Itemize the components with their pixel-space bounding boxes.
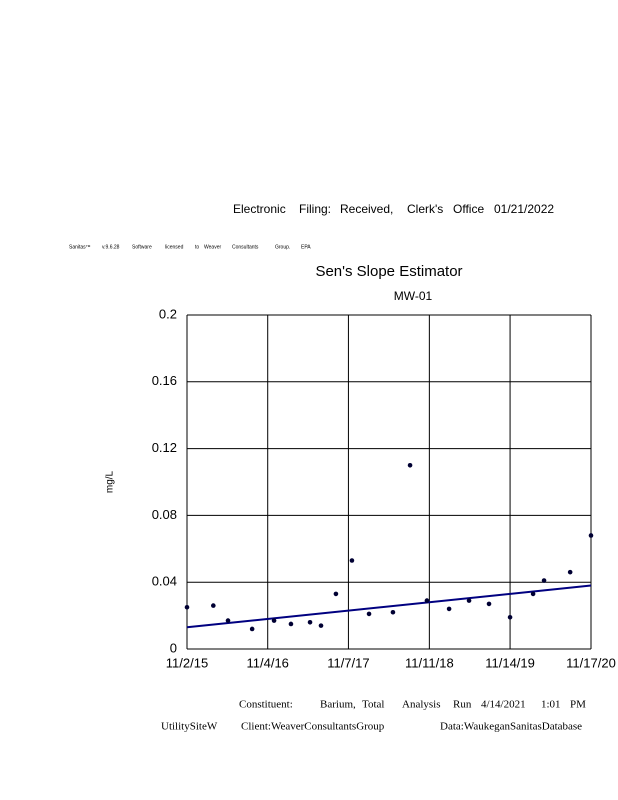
chart-title: Sen's Slope Estimator xyxy=(315,263,462,280)
software-note: Software xyxy=(132,244,152,250)
filing-stamp: Office xyxy=(453,202,484,216)
data-point xyxy=(390,609,396,615)
software-note: EPA xyxy=(301,244,311,250)
data-point xyxy=(225,618,231,623)
footer-text: Client:WeaverConsultantsGroup xyxy=(241,721,385,733)
data-point xyxy=(318,623,324,628)
y-tick-label: 0.2 xyxy=(159,306,177,321)
x-tick-label: 11/11/18 xyxy=(405,655,454,670)
software-note: Group. xyxy=(275,244,290,250)
software-note: v.9.6.28 xyxy=(102,244,120,250)
data-point xyxy=(541,578,547,583)
data-point xyxy=(466,598,472,603)
chart-subtitle: MW-01 xyxy=(394,289,433,303)
data-point xyxy=(184,604,190,610)
data-point xyxy=(486,601,492,607)
data-point xyxy=(249,626,255,632)
y-tick-label: 0.04 xyxy=(152,574,177,589)
data-point xyxy=(349,558,355,563)
software-note: to xyxy=(195,244,199,250)
x-tick-label: 11/14/19 xyxy=(485,655,535,670)
data-point xyxy=(530,591,536,597)
filing-stamp: Electronic xyxy=(233,202,286,216)
y-tick-label: 0.12 xyxy=(152,440,177,455)
footer-text: Total xyxy=(362,699,384,711)
filing-stamp: Clerk's xyxy=(407,202,443,216)
data-point xyxy=(366,611,372,617)
x-tick-label: 11/2/15 xyxy=(166,655,208,670)
y-axis-label: mg/L xyxy=(105,470,116,493)
data-point xyxy=(288,621,294,627)
data-point xyxy=(271,618,277,623)
filing-stamp: Filing: xyxy=(299,202,331,216)
footer-text: Analysis xyxy=(402,699,441,711)
data-point xyxy=(588,533,594,538)
data-point xyxy=(507,614,513,620)
trend-line xyxy=(186,584,592,629)
y-tick-label: 0.08 xyxy=(152,507,177,522)
data-point xyxy=(567,569,573,575)
software-note: licensed xyxy=(165,244,184,250)
software-note: Consultants xyxy=(232,244,259,250)
footer-text: Data:WaukeganSanitasDatabase xyxy=(440,721,582,733)
footer-text: Run xyxy=(453,699,472,711)
footer-text: UtilitySiteW xyxy=(161,721,218,733)
data-point xyxy=(333,591,339,597)
data-point xyxy=(307,619,313,625)
footer-text: PM xyxy=(570,699,586,711)
filing-stamp: 01/21/2022 xyxy=(494,202,554,216)
footer-text: Barium, xyxy=(320,699,356,711)
filing-stamp: Received, xyxy=(340,202,393,216)
data-point xyxy=(211,603,216,608)
data-point xyxy=(446,606,452,612)
footer-text: Constituent: xyxy=(239,699,293,711)
x-tick-label: 11/4/16 xyxy=(247,655,289,670)
x-tick-label: 11/7/17 xyxy=(327,655,369,670)
y-tick-label: 0.16 xyxy=(152,373,177,388)
y-tick-label: 0 xyxy=(170,640,177,655)
software-note: Sanitas™ xyxy=(69,244,91,250)
x-tick-label: 11/17/20 xyxy=(566,655,616,670)
footer-text: 4/14/2021 xyxy=(481,699,526,711)
data-point xyxy=(424,598,430,603)
footer-text: 1:01 xyxy=(541,699,561,711)
software-note: Weaver xyxy=(204,244,221,250)
data-point xyxy=(407,463,413,468)
